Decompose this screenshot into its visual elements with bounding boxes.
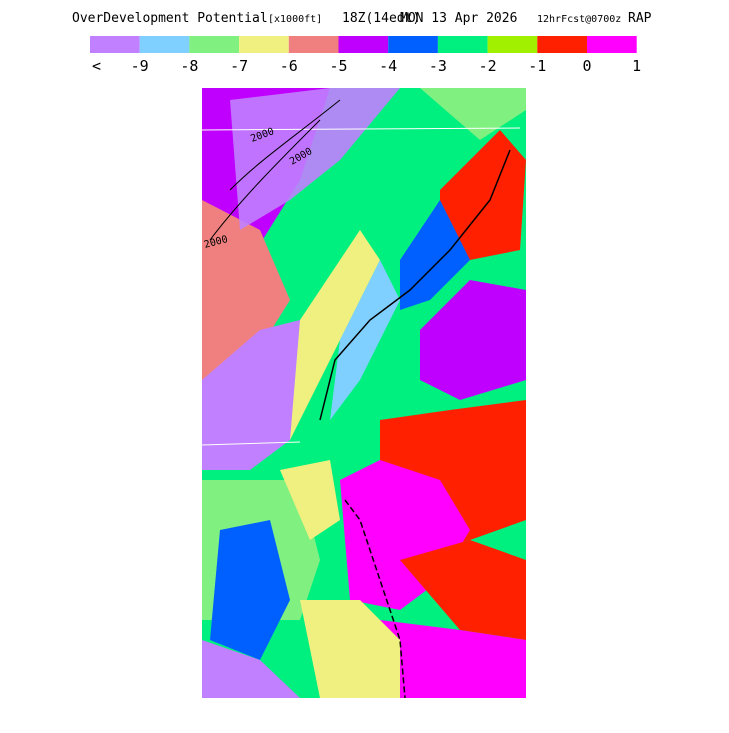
- region: [202, 290, 330, 470]
- title: OverDevelopment Potential: [72, 11, 268, 26]
- region: [330, 260, 400, 420]
- legend-label: 1: [632, 57, 641, 75]
- legend-label: <: [92, 57, 101, 75]
- date: MON 13 Apr 2026: [400, 11, 517, 26]
- region: [400, 540, 526, 640]
- legend-swatch: [189, 36, 240, 53]
- legend-swatch: [90, 36, 140, 53]
- border: [202, 127, 521, 131]
- header: OverDevelopment Potential [x1000ft] 18Z(…: [72, 11, 652, 26]
- region: [202, 640, 300, 698]
- contour: [229, 99, 341, 191]
- region: [380, 620, 526, 698]
- legend-swatch: [537, 36, 587, 53]
- region: [420, 88, 526, 140]
- legend-swatch: [587, 36, 637, 53]
- map: 2000 2000 2000: [202, 88, 526, 698]
- legend-label: -2: [479, 57, 497, 75]
- legend-label: -4: [379, 57, 397, 75]
- region: [210, 520, 290, 660]
- forecast: 12hrFcst@0700z: [537, 14, 621, 25]
- coastline: [319, 149, 511, 421]
- region: [280, 460, 340, 540]
- units: [x1000ft]: [268, 14, 322, 25]
- legend-label: -7: [230, 57, 248, 75]
- region: [420, 280, 526, 400]
- valid-time: 18Z(14edt): [342, 11, 420, 26]
- legend-label: -8: [180, 57, 198, 75]
- legend-label: -1: [528, 57, 546, 75]
- legend-swatch: [388, 36, 438, 53]
- contour: [209, 119, 321, 241]
- region: [290, 230, 380, 440]
- legend-swatch: [487, 36, 538, 53]
- legend-label: -3: [429, 57, 447, 75]
- legend-swatch: [338, 36, 389, 53]
- region: [230, 88, 400, 230]
- legend-swatch: [437, 36, 488, 53]
- legend-swatch: [239, 36, 289, 53]
- legend-swatch: [288, 36, 339, 53]
- legend-label: -6: [280, 57, 298, 75]
- legend-label: -9: [131, 57, 149, 75]
- legend-label: 0: [582, 57, 591, 75]
- legend-swatch: [139, 36, 190, 53]
- legend: < -9 -8 -7 -6 -5 -4 -3 -2 -1 0 1: [90, 36, 641, 75]
- border: [202, 441, 301, 446]
- model: RAP: [628, 11, 652, 26]
- legend-label: -5: [329, 57, 347, 75]
- region: [300, 600, 400, 698]
